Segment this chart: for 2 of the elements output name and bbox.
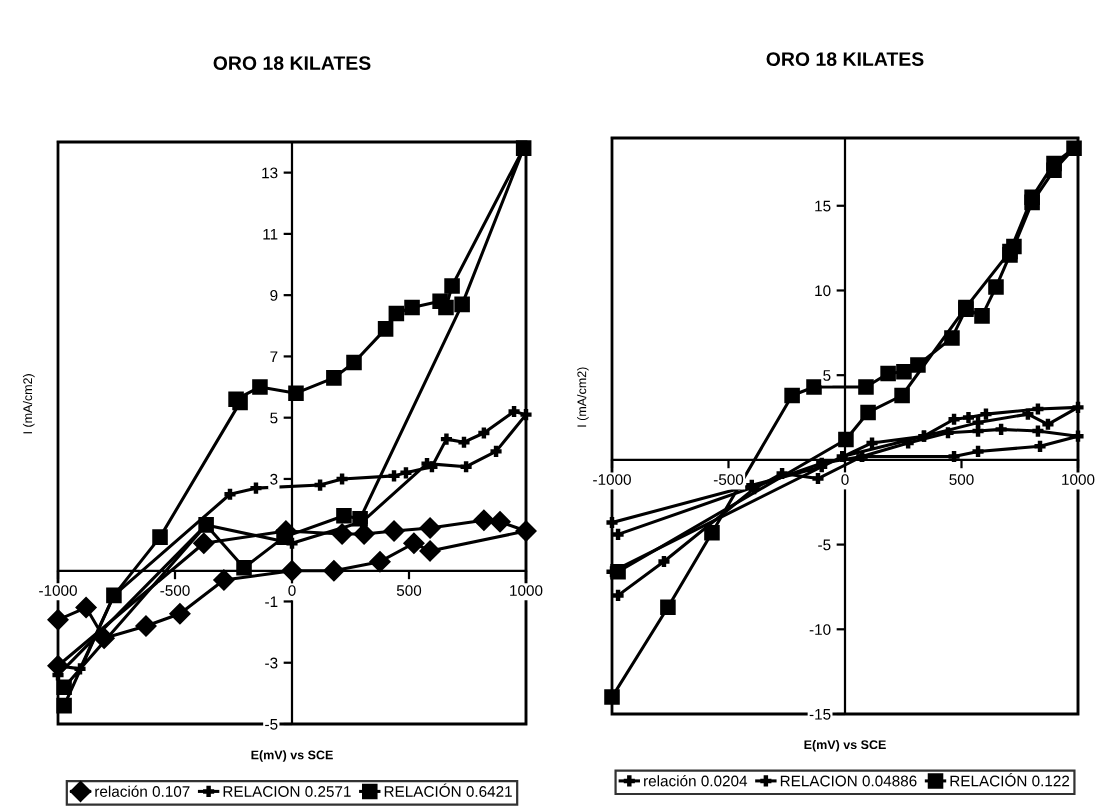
chart-title: ORO 18 KILATES: [213, 56, 371, 70]
chart-title: ORO 18 KILATES: [766, 52, 924, 66]
